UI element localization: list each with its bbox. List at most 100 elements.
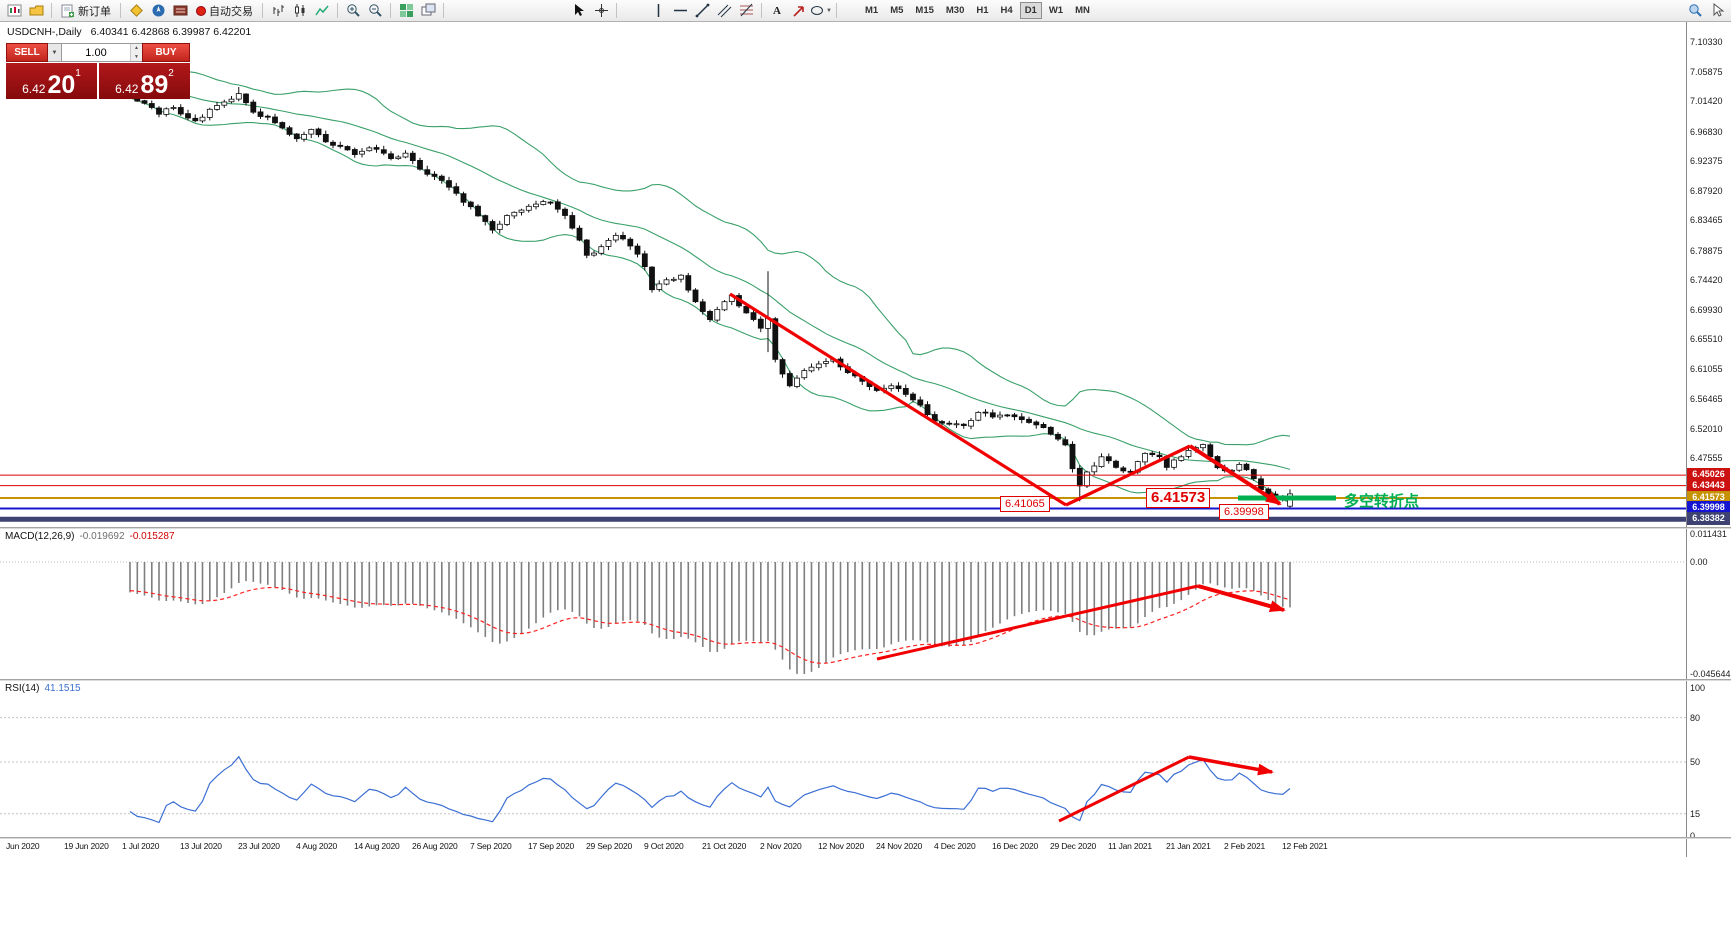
bear-candle: [1156, 454, 1163, 458]
price-axis[interactable]: 7.10330 7.05875 7.01420 6.96830 6.92375 6.879…: [1687, 0, 1731, 945]
tab-timeframe-m5[interactable]: M5: [885, 2, 908, 19]
autotrading-button[interactable]: 自动交易: [191, 2, 258, 20]
bear-candle: [1069, 443, 1076, 470]
horizontal-line-tool-icon[interactable]: [669, 2, 691, 20]
rsi-trendline[interactable]: [1058, 755, 1190, 823]
bear-candle: [910, 393, 916, 401]
symbol-period-label: USDCNH-,Daily: [7, 26, 82, 38]
tab-timeframe-m30[interactable]: M30: [941, 2, 969, 19]
price-annotation-box[interactable]: 6.41065: [1000, 496, 1050, 512]
macd-panel: [0, 561, 1686, 674]
bear-candle: [547, 201, 554, 204]
bull-candle: [591, 252, 597, 256]
tile-windows-icon[interactable]: [395, 2, 417, 20]
toolbar-separator: [761, 3, 762, 18]
candlestick-chart-type-icon[interactable]: [289, 2, 311, 20]
price-panel: [0, 63, 1686, 522]
date-axis-label: 11 Jan 2021: [1108, 841, 1152, 851]
macd-indicator-label: MACD(12,26,9) -0.019692 -0.015287: [5, 531, 175, 542]
tab-timeframe-mn[interactable]: MN: [1070, 2, 1095, 19]
terminal-icon[interactable]: [169, 2, 191, 20]
main-toolbar: 新订单 自动交易: [0, 0, 1731, 22]
date-axis[interactable]: Jun 2020 19 Jun 2020 1 Jul 2020 13 Jul 2020…: [0, 839, 1686, 857]
order-type-dropdown[interactable]: ▼: [48, 43, 62, 62]
stepper-up-icon[interactable]: ▲: [131, 44, 142, 53]
crosshair-tool-icon[interactable]: [590, 2, 612, 20]
bull-candle: [1236, 463, 1243, 471]
panel-separator[interactable]: [0, 837, 1731, 839]
cascade-windows-icon[interactable]: [417, 2, 439, 20]
rsi-name: RSI(14): [5, 683, 40, 694]
tab-timeframe-h4[interactable]: H4: [996, 2, 1018, 19]
trendline-tool-icon[interactable]: [691, 2, 713, 20]
tab-timeframe-m1[interactable]: M1: [860, 2, 883, 19]
date-axis-label: 9 Oct 2020: [644, 841, 684, 851]
tab-timeframe-m15[interactable]: M15: [910, 2, 938, 19]
new-chart-icon[interactable]: [3, 2, 25, 20]
buy-button[interactable]: BUY: [142, 43, 190, 62]
panel-separator[interactable]: [0, 679, 1731, 681]
bull-candle: [953, 423, 960, 426]
date-axis-label: 29 Sep 2020: [586, 841, 633, 851]
tab-timeframe-d1[interactable]: D1: [1019, 2, 1042, 19]
tab-timeframe-h1[interactable]: H1: [971, 2, 993, 19]
price-axis-label: 6.47555: [1690, 453, 1723, 463]
channel-tool-icon[interactable]: [713, 2, 735, 20]
bear-candle: [924, 404, 931, 416]
bull-candle: [504, 215, 510, 225]
bull-candle: [301, 133, 307, 140]
chart-profiles-icon[interactable]: [25, 2, 47, 20]
zoom-in-icon[interactable]: [342, 2, 364, 20]
sell-button[interactable]: SELL: [6, 43, 48, 62]
bear-candle: [1120, 467, 1127, 472]
arrows-tool-icon[interactable]: [788, 2, 810, 20]
bull-candle: [214, 105, 220, 110]
bull-candle: [235, 93, 242, 100]
price-axis-label: 7.10330: [1690, 37, 1723, 47]
navigator-icon[interactable]: [147, 2, 169, 20]
bid-price-button[interactable]: 6.42 20 1: [6, 63, 97, 99]
price-annotation-box[interactable]: 6.39998: [1219, 504, 1269, 520]
rsi-down-arrow[interactable]: [1188, 755, 1274, 776]
macd-trendline[interactable]: [876, 584, 1199, 661]
pivot-point-text[interactable]: 多空转折点: [1344, 493, 1420, 510]
pointer-icon[interactable]: [1706, 2, 1728, 20]
macd-down-arrow[interactable]: [1197, 584, 1286, 613]
bull-candle: [402, 152, 409, 158]
shapes-tool-icon[interactable]: ▼: [810, 2, 832, 20]
bull-candle: [1142, 452, 1148, 463]
toolbar-right-group: [1684, 2, 1728, 20]
text-tool-icon[interactable]: A: [773, 4, 781, 17]
volume-input[interactable]: [62, 44, 130, 61]
indicators-icon[interactable]: [125, 2, 147, 20]
macd-axis-label: 0.011431: [1690, 529, 1727, 539]
vertical-line-tool-icon[interactable]: [647, 2, 669, 20]
magnifier-icon[interactable]: [1684, 2, 1706, 20]
ask-price-button[interactable]: 6.42 89 2: [99, 63, 190, 99]
bear-candle: [895, 385, 902, 390]
volume-stepper[interactable]: ▲ ▼: [130, 44, 142, 61]
price-trendline[interactable]: [729, 292, 1067, 507]
tab-timeframe-w1[interactable]: W1: [1044, 2, 1068, 19]
bear-candle: [293, 133, 300, 140]
price-down-arrow[interactable]: [1188, 444, 1282, 506]
zoom-out-icon[interactable]: [364, 2, 386, 20]
price-axis-label: 6.65510: [1690, 334, 1723, 344]
cursor-tool-icon[interactable]: [568, 2, 590, 20]
bull-candle: [1091, 465, 1098, 473]
bear-candle: [286, 127, 293, 135]
stepper-down-icon[interactable]: ▼: [131, 52, 142, 61]
price-annotation-box[interactable]: 6.41573: [1146, 488, 1211, 508]
panel-separator[interactable]: [0, 527, 1731, 529]
new-order-button[interactable]: 新订单: [56, 2, 116, 20]
bear-candle: [939, 421, 945, 424]
line-chart-type-icon[interactable]: [311, 2, 333, 20]
bull-candle: [1185, 449, 1192, 457]
date-axis-label: 24 Nov 2020: [876, 841, 923, 851]
price-trendline[interactable]: [1065, 444, 1191, 507]
bear-candle: [1047, 426, 1054, 435]
fibonacci-tool-icon[interactable]: [735, 2, 757, 20]
bar-chart-type-icon[interactable]: [267, 2, 289, 20]
bear-candle: [1076, 467, 1083, 487]
